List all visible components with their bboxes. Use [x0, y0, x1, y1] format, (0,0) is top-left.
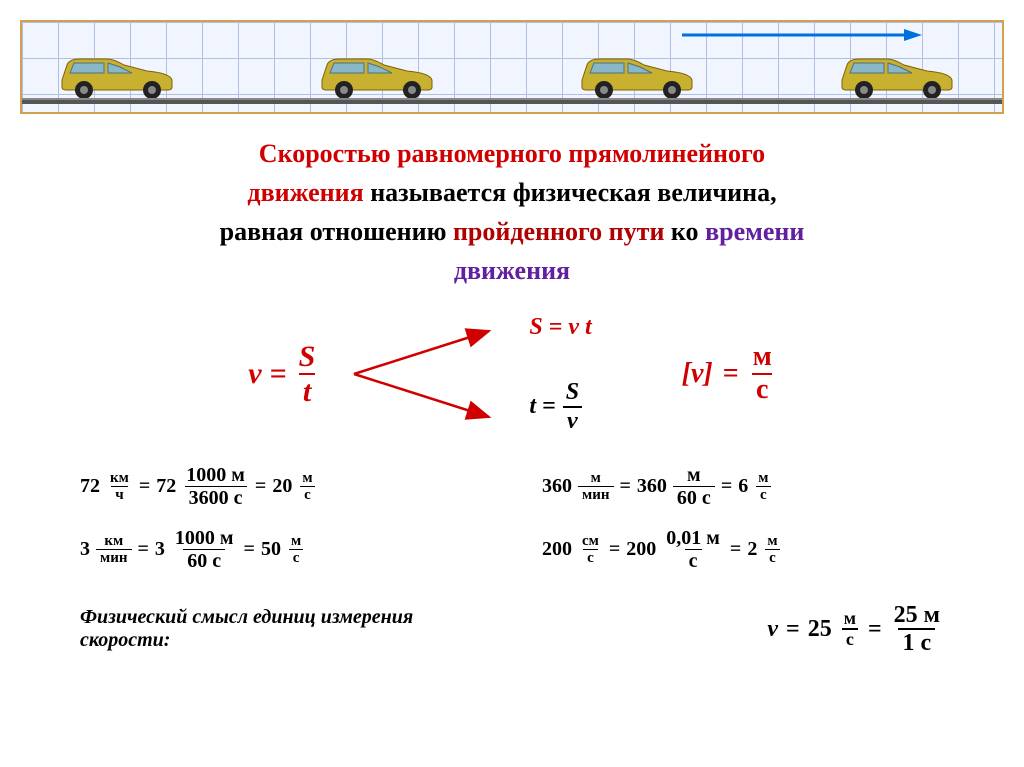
physical-sense-label: Физический смысл единиц измерения скорос… — [80, 606, 500, 652]
car-icon — [312, 45, 442, 100]
car-icon — [572, 45, 702, 100]
ps-num2: 25 м — [890, 602, 944, 628]
conversion-row: 360 ммин = 360 м60 с = 6 мс — [542, 464, 944, 509]
conversion-row: 72 кмч = 72 1000 м3600 с = 20 мс — [80, 464, 482, 509]
unit-lhs: [v] — [682, 358, 713, 390]
ps-eq1: = — [786, 616, 800, 643]
motion-diagram — [20, 20, 1004, 114]
v-num: S — [295, 340, 320, 373]
def-line3d: времени — [705, 217, 804, 246]
t-lhs: t — [529, 393, 536, 420]
physical-sense-formula: v = 25 м с = 25 м 1 с — [767, 602, 944, 657]
v-den: t — [299, 373, 315, 408]
conversion-row: 3 кммин = 3 1000 м60 с = 50 мс — [80, 527, 482, 572]
v-lhs: v — [248, 357, 261, 391]
ps-den1: с — [842, 628, 858, 650]
road-line — [22, 98, 1002, 104]
def-line3b: пройденного пути — [453, 217, 664, 246]
formula-v: v = S t — [248, 340, 319, 408]
ps-den2: 1 с — [898, 628, 935, 656]
ps-eq2: = — [868, 616, 882, 643]
formula-t: t = S v — [529, 379, 591, 434]
unit-num: м — [749, 342, 776, 373]
def-line4: движения — [454, 256, 570, 285]
physical-sense-row: Физический смысл единиц измерения скорос… — [80, 602, 944, 657]
t-num: S — [562, 379, 583, 405]
def-line1: Скоростью равномерного прямолинейного — [259, 139, 765, 168]
car-icon — [52, 45, 182, 100]
unit-den: с — [752, 373, 772, 406]
conversions-grid: 72 кмч = 72 1000 м3600 с = 20 мс 360 мми… — [80, 464, 944, 572]
ps-lhs: v — [767, 616, 778, 643]
formulas-main: v = S t S = v t t = S v [v — [20, 314, 1004, 434]
formula-s: S = v t — [529, 314, 591, 341]
velocity-arrow — [682, 28, 922, 42]
t-den: v — [563, 406, 582, 434]
def-line3a: равная отношению — [220, 217, 453, 246]
conversion-row: 200 смс = 200 0,01 мс = 2 мс — [542, 527, 944, 572]
formula-unit: [v] = м с — [682, 342, 776, 406]
branch-formulas: S = v t t = S v — [529, 314, 591, 434]
definition-text: Скоростью равномерного прямолинейного дв… — [60, 134, 964, 290]
car-icon — [832, 45, 962, 100]
def-line2a: движения — [247, 178, 363, 207]
v-eq: = — [270, 357, 287, 391]
t-eq: = — [542, 393, 556, 420]
def-line3c: ко — [664, 217, 705, 246]
formula-branch — [349, 319, 499, 429]
unit-eq: = — [723, 358, 739, 390]
def-line2b: называется физическая величина, — [364, 178, 777, 207]
ps-val: 25 — [808, 616, 832, 643]
ps-num1: м — [840, 609, 860, 629]
